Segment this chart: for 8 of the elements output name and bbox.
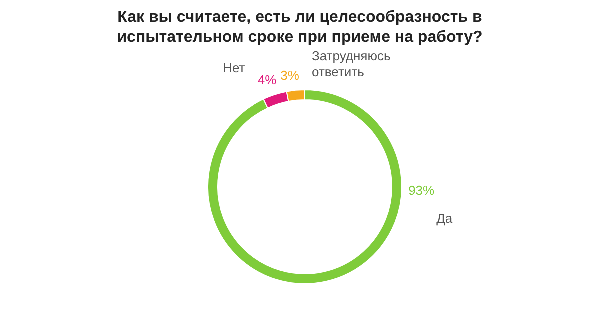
data-label: 4% <box>258 72 278 88</box>
slice-label: Да <box>436 210 454 226</box>
donut-slice <box>208 90 402 284</box>
chart-title: Как вы считаете, есть ли целесообразность в испытательном сроке при приеме на работу? <box>116 8 484 48</box>
data-label: 93% <box>408 182 436 198</box>
data-label: 3% <box>280 68 300 83</box>
slice-label: Нет <box>223 60 246 76</box>
slice-label: Затрудняюсь ответить <box>312 48 391 80</box>
